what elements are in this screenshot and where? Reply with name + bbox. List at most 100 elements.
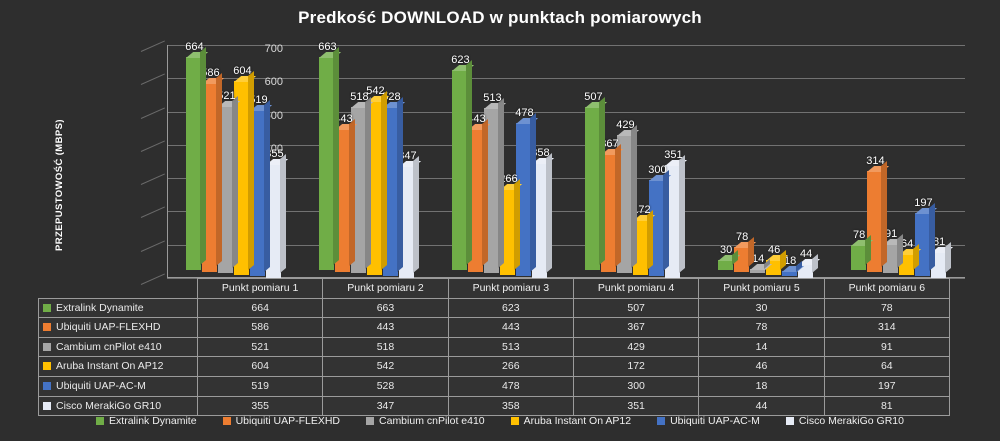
bar-value-label: 518 — [350, 90, 369, 103]
table-header: Punkt pomiaru 1 Punkt pomiaru 2 Punkt pomi… — [38, 278, 951, 299]
table-series-name-cell: Aruba Instant On AP12 — [38, 356, 198, 377]
legend-label: Aruba Instant On AP12 — [523, 415, 632, 427]
bar-side-face — [631, 125, 637, 269]
bar-body[interactable]: 664 — [185, 41, 209, 270]
bar[interactable]: 44 — [798, 248, 821, 278]
table-value-cell: 518 — [322, 336, 449, 358]
bar[interactable]: 78 — [851, 229, 874, 270]
bar-side-face — [514, 179, 520, 270]
bar-side-face — [200, 46, 206, 266]
bar-side-face — [365, 96, 371, 269]
bar[interactable]: 30 — [718, 244, 741, 270]
bar-value-label: 429 — [616, 119, 635, 132]
bar-value-label: 18 — [783, 254, 797, 267]
bar-body[interactable]: 623 — [451, 54, 475, 270]
table-value-cell: 355 — [196, 395, 324, 417]
bar-body[interactable]: 30 — [718, 244, 741, 270]
bar-value-label: 44 — [799, 247, 813, 260]
bar-side-face — [897, 233, 903, 269]
table-value-cell: 78 — [823, 297, 951, 319]
bar-body[interactable]: 663 — [318, 41, 342, 270]
axis-depth-tick — [140, 206, 165, 219]
bar-side-face — [413, 156, 419, 273]
bar-value-label: 197 — [914, 197, 933, 210]
bar-value-label: 81 — [932, 235, 946, 248]
bar-side-face — [264, 99, 270, 272]
y-axis-tick-label: 700 — [264, 43, 283, 55]
legend-item[interactable]: Cambium cnPilot e410 — [366, 415, 485, 427]
table-value-cell: 443 — [322, 317, 449, 338]
table-value-cell: 172 — [572, 356, 700, 377]
table-value-cell: 358 — [447, 395, 574, 417]
bar[interactable]: 18 — [782, 255, 805, 277]
table-value-cell: 81 — [823, 395, 951, 417]
table-value-cell: 64 — [823, 356, 951, 377]
bar[interactable]: 623 — [451, 54, 475, 270]
bar-set: 663 443 518 542 528 347 — [300, 41, 433, 278]
bar-side-face — [280, 153, 286, 273]
table-value-cell: 586 — [196, 317, 324, 338]
series-color-swatch-icon — [43, 303, 51, 312]
bar-body[interactable]: 44 — [798, 248, 821, 278]
bar-body[interactable]: 14 — [750, 253, 773, 274]
table-body: Extralink Dynamite 664 663 623 507 30 78 Ubiqui… — [38, 297, 951, 417]
table-value-cell: 314 — [823, 317, 951, 338]
legend-label: Ubiquiti UAP-FLEXHD — [235, 415, 341, 427]
table-series-name-cell: Ubiquiti UAP-AC-M — [38, 375, 198, 397]
table-series-name: Cambium cnPilot e410 — [56, 340, 162, 353]
bar-value-label: 30 — [719, 244, 733, 257]
table-series-name-cell: Cambium cnPilot e410 — [38, 336, 198, 358]
bar-value-label: 351 — [664, 149, 683, 162]
table-column-header: Punkt pomiaru 5 — [698, 278, 825, 299]
bar-side-face — [647, 209, 653, 270]
table-row: Cisco MerakiGo GR10 355 347 358 351 44 81 — [38, 395, 951, 417]
bar[interactable]: 664 — [185, 41, 209, 270]
table-value-cell: 623 — [447, 297, 574, 319]
legend-item[interactable]: Ubiquiti UAP-AC-M — [657, 415, 760, 427]
bar-side-face — [945, 241, 951, 273]
table-series-name-cell: Ubiquiti UAP-FLEXHD — [38, 317, 198, 338]
legend-label: Cisco MerakiGo GR10 — [798, 415, 904, 427]
bar-side-face — [929, 203, 935, 272]
bar-value-label: 478 — [515, 106, 534, 119]
gridline — [167, 78, 965, 80]
table-value-cell: 30 — [698, 297, 825, 319]
bar-side-face — [748, 236, 754, 267]
bar-body[interactable]: 507 — [584, 91, 608, 270]
bar[interactable]: 14 — [750, 253, 773, 274]
bar-group: 78 314 91 64 197 81 — [832, 45, 965, 278]
bar-group: 623 443 513 266 478 358 — [433, 45, 566, 278]
gridline — [167, 178, 965, 180]
bar-side-face — [333, 46, 339, 266]
table-value-cell: 443 — [447, 317, 574, 338]
table-value-cell: 429 — [572, 336, 700, 358]
bar-value-label: 78 — [735, 230, 749, 243]
bar[interactable]: 507 — [584, 91, 608, 270]
y-axis-tick-label: 600 — [264, 76, 283, 89]
bar-set: 78 314 91 64 197 81 — [832, 45, 965, 278]
bar-side-face — [599, 97, 605, 266]
legend-item[interactable]: Cisco MerakiGo GR10 — [785, 415, 904, 427]
table-column-header: Punkt pomiaru 3 — [447, 278, 574, 299]
bar-value-label: 664 — [185, 40, 204, 53]
bar-side-face — [381, 90, 387, 270]
bar-side-face — [530, 112, 536, 272]
gridline — [167, 244, 965, 246]
axis-depth-tick — [140, 40, 165, 52]
bar-side-face — [232, 95, 238, 269]
bar[interactable]: 663 — [318, 41, 342, 270]
table-value-cell: 91 — [823, 336, 951, 358]
legend-label: Extralink Dynamite — [109, 415, 197, 427]
legend-color-swatch-icon — [96, 417, 105, 425]
bar-side-face — [248, 70, 254, 270]
legend-item[interactable]: Aruba Instant On AP12 — [510, 415, 632, 427]
bar-body[interactable]: 18 — [782, 255, 805, 277]
series-color-swatch-icon — [43, 362, 51, 371]
legend-color-swatch-icon — [657, 417, 666, 425]
bar-body[interactable]: 78 — [851, 229, 874, 270]
y-axis-line — [167, 45, 168, 278]
x-axis-line — [167, 277, 965, 278]
legend-item[interactable]: Extralink Dynamite — [96, 415, 197, 427]
legend-item[interactable]: Ubiquiti UAP-FLEXHD — [222, 415, 341, 427]
series-color-swatch-icon — [43, 342, 51, 351]
